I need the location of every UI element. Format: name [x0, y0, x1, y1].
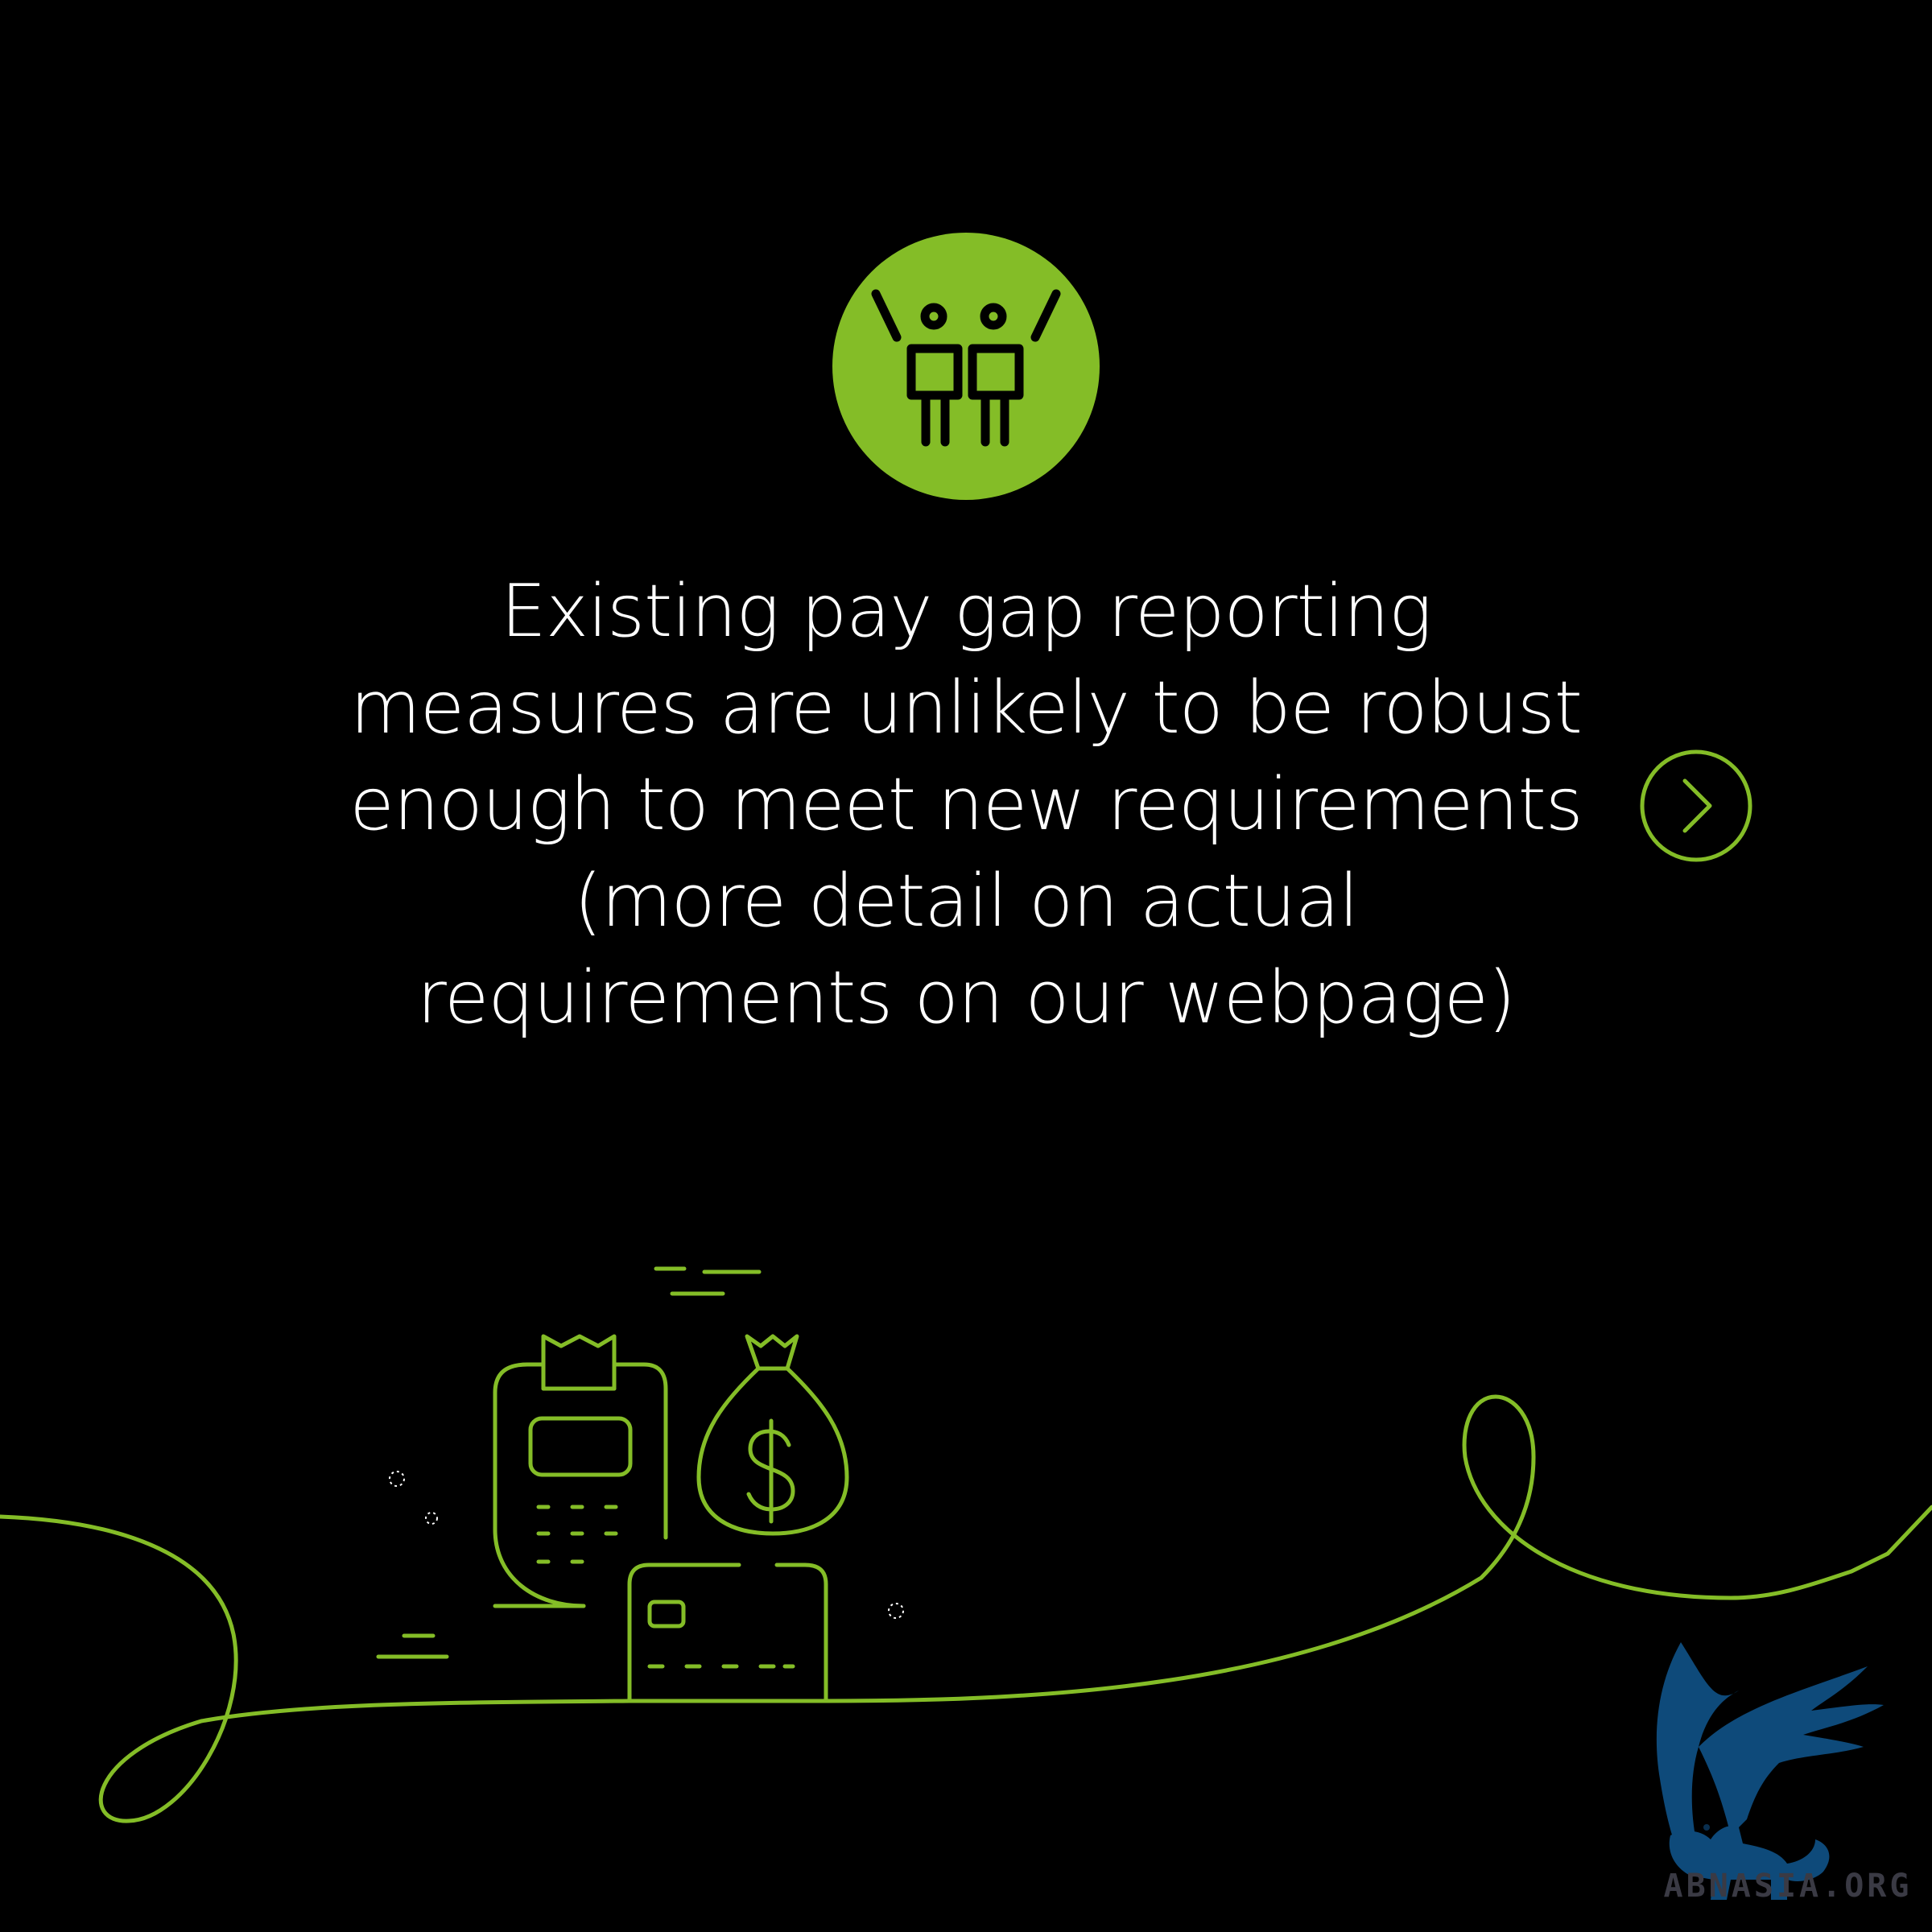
message-line: requirements on our webpage): [416, 956, 1516, 1040]
people-celebrating-badge: [832, 233, 1100, 500]
message-line: enough to meet new requirements: [349, 762, 1583, 847]
two-people-icon: [871, 289, 1061, 447]
badge-circle: [832, 233, 1100, 500]
griffin-logo: [1656, 1642, 1884, 1900]
payment-illustration: [0, 1266, 1932, 1823]
watermark-text: ABNASIA.ORG: [1663, 1868, 1913, 1905]
sparkle-markers: [389, 1471, 904, 1619]
chevron-right-icon: [1682, 778, 1712, 833]
sparkle-icon: [888, 1603, 904, 1619]
message-line: Existing pay gap reporting: [501, 569, 1432, 654]
sparkle-icon: [425, 1512, 438, 1525]
main-message: Existing pay gap reporting measures are …: [322, 564, 1610, 1046]
dollar-sign-icon: [746, 1418, 795, 1524]
money-bag-icon: [696, 1334, 849, 1536]
credit-card-icon: [627, 1563, 828, 1703]
payment-terminal-icon: [493, 1334, 668, 1608]
flowing-line: [0, 1394, 1932, 1823]
next-button[interactable]: [1639, 749, 1753, 863]
message-line: (more detail on actual: [573, 859, 1359, 943]
message-line: measures are unlikely to be robust: [350, 666, 1583, 750]
sparkle-icon: [389, 1471, 405, 1487]
